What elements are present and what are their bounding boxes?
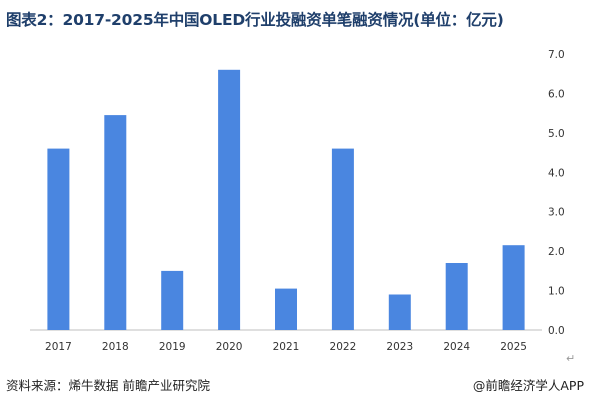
y-tick-label: 4.0 bbox=[548, 167, 565, 179]
y-tick-label: 0.0 bbox=[548, 325, 565, 337]
x-tick-label: 2024 bbox=[443, 341, 470, 353]
x-tick-label: 2020 bbox=[216, 341, 243, 353]
y-tick-label: 6.0 bbox=[548, 88, 565, 100]
x-tick-label: 2017 bbox=[45, 341, 72, 353]
x-tick-label: 2023 bbox=[386, 341, 413, 353]
y-tick-label: 7.0 bbox=[548, 49, 565, 61]
source-note: 资料来源：烯牛数据 前瞻产业研究院 bbox=[6, 378, 210, 393]
bar-2018 bbox=[104, 115, 127, 330]
x-tick-labels: 2017 2018 2019 2020 2021 2022 2023 2024 2025 bbox=[45, 341, 527, 353]
y-tick-labels: 0.0 1.0 2.0 3.0 4.0 5.0 6.0 7.0 bbox=[548, 49, 565, 337]
y-tick-label: 3.0 bbox=[548, 207, 565, 219]
x-tick-label: 2019 bbox=[159, 341, 186, 353]
brand-credit: @前瞻经济学人APP bbox=[472, 378, 584, 393]
bar-2021 bbox=[275, 288, 297, 330]
bar-2019 bbox=[161, 270, 184, 330]
return-icon: ↵ bbox=[566, 352, 576, 365]
bar-2022 bbox=[331, 148, 354, 330]
bar-2024 bbox=[445, 263, 468, 330]
x-tick-label: 2025 bbox=[500, 341, 527, 353]
x-tick-label: 2018 bbox=[102, 341, 129, 353]
x-tick-label: 2021 bbox=[273, 341, 300, 353]
y-tick-label: 2.0 bbox=[548, 246, 565, 258]
bar-2020 bbox=[218, 69, 241, 331]
bars-group bbox=[47, 69, 525, 331]
y-tick-label: 1.0 bbox=[548, 286, 565, 298]
x-tick-label: 2022 bbox=[330, 341, 357, 353]
bar-2025 bbox=[502, 245, 525, 330]
bar-2023 bbox=[388, 294, 411, 330]
bar-2017 bbox=[47, 148, 70, 330]
chart-title: 图表2：2017-2025年中国OLED行业投融资单笔融资情况(单位：亿元) bbox=[6, 11, 504, 29]
y-tick-label: 5.0 bbox=[548, 128, 565, 140]
